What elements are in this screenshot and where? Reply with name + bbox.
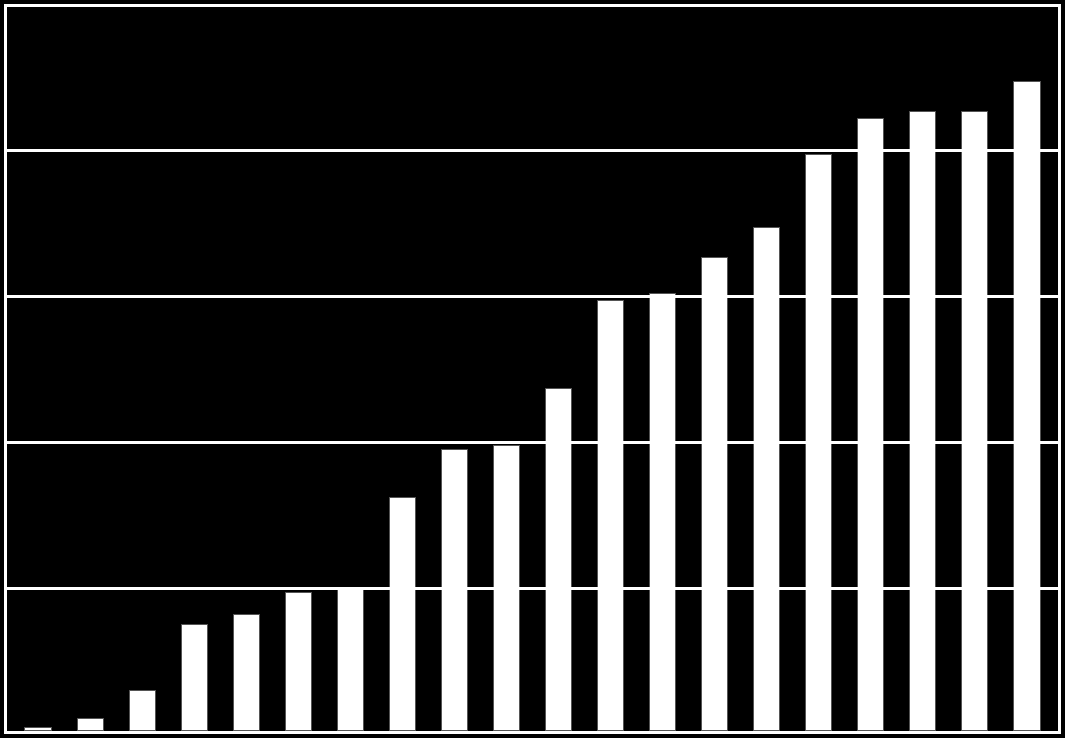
bar [753,227,780,731]
bar [129,690,156,731]
bar [545,388,572,731]
bar [389,497,416,731]
bar-chart [0,0,1065,738]
bar [1013,81,1040,731]
bar [597,300,624,731]
gridline [4,441,1061,444]
bar [909,111,936,732]
bar [857,118,884,731]
bar [285,592,312,731]
axis-line [1058,4,1061,734]
bars-layer [4,4,1061,734]
plot-area [4,4,1061,734]
bar [649,293,676,731]
axis-line [4,4,1061,7]
bar [961,111,988,732]
axis-line [4,731,1061,734]
bar [337,588,364,731]
bar [233,614,260,731]
gridline [4,295,1061,298]
bar [441,449,468,731]
bar [701,257,728,732]
bar [181,624,208,731]
gridline [4,587,1061,590]
gridline [4,149,1061,152]
bar [77,718,104,731]
axis-line [4,4,7,734]
